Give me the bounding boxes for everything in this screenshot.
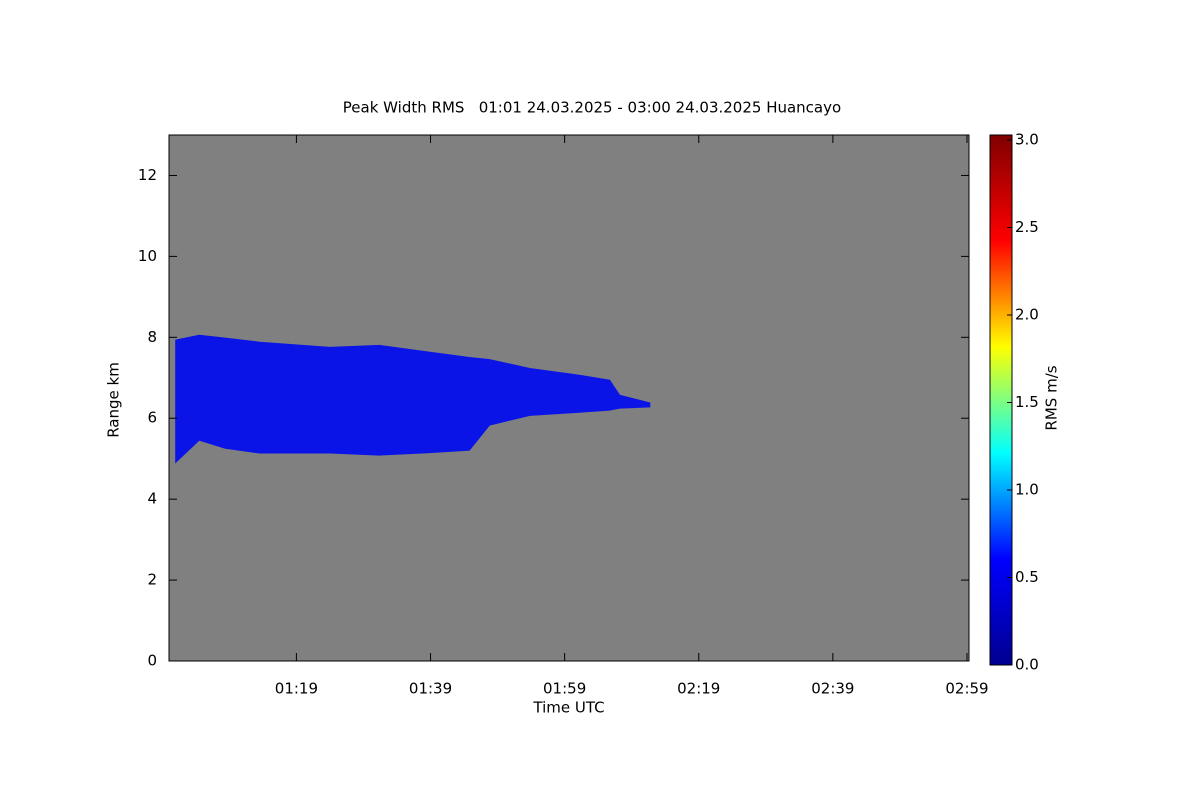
y-tick-label: 8 [147, 328, 157, 346]
y-tick-label: 2 [147, 571, 157, 589]
y-tick-label: 0 [147, 652, 157, 670]
y-tick-label: 12 [138, 166, 157, 184]
y-tick-label: 4 [147, 490, 157, 508]
x-tick-label: 02:19 [677, 680, 720, 698]
x-tick-label: 01:59 [543, 680, 586, 698]
colorbar-tick-label: 0.5 [1015, 568, 1039, 586]
x-tick-label: 02:59 [945, 680, 988, 698]
x-tick-label: 01:39 [409, 680, 452, 698]
y-tick-label: 10 [138, 247, 157, 265]
colorbar-tick-label: 1.5 [1015, 393, 1039, 411]
x-tick-label: 02:39 [811, 680, 854, 698]
colorbar-label: RMS m/s [1043, 365, 1061, 430]
colorbar-tick-label: 0.0 [1015, 656, 1039, 674]
colorbar-tick-label: 1.0 [1015, 481, 1039, 499]
x-tick-label: 01:19 [275, 680, 318, 698]
colorbar-tick-label: 2.5 [1015, 218, 1039, 236]
colorbar [989, 134, 1013, 666]
y-axis-label: Range km [105, 362, 123, 438]
plot-frame [168, 134, 970, 662]
x-axis-label: Time UTC [532, 699, 604, 717]
chart-title: Peak Width RMS 01:01 24.03.2025 - 03:00 … [343, 99, 841, 117]
colorbar-tick-label: 3.0 [1015, 131, 1039, 149]
y-tick-label: 6 [147, 409, 157, 427]
colorbar-tick-label: 2.0 [1015, 306, 1039, 324]
echo-area [175, 334, 651, 464]
